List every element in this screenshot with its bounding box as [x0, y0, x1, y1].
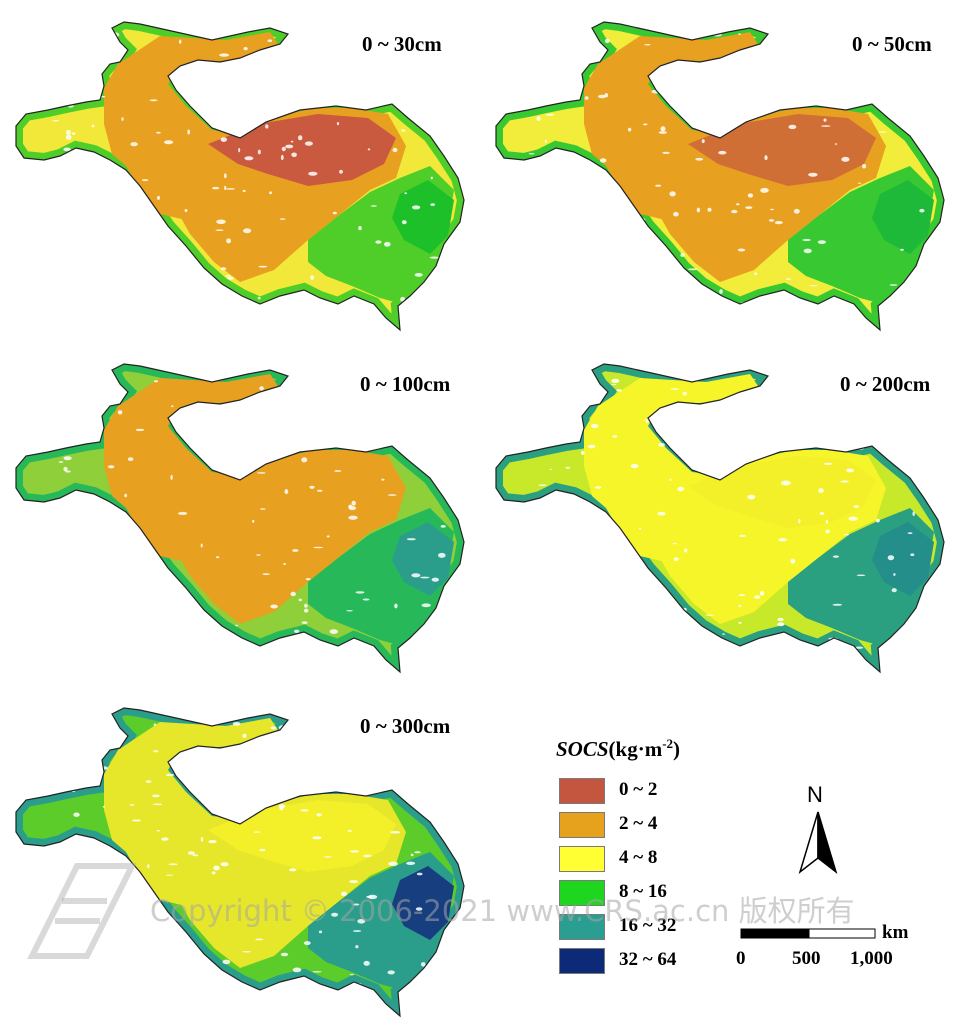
legend-item-label: 0 ~ 2 [619, 779, 658, 800]
legend: SOCS(kg·m-2) 0 ~ 2 2 ~ 4 4 ~ 8 8 ~ 16 16… [556, 736, 726, 974]
north-arrow: N [796, 782, 840, 878]
map-panel-0-30cm: 0 ~ 30cm [8, 14, 468, 338]
depth-label-0-200cm: 0 ~ 200cm [840, 372, 931, 396]
plateau-map-0-50cm [495, 21, 945, 332]
depth-label-0-50cm: 0 ~ 50cm [852, 32, 932, 56]
plateau-map-0-300cm [15, 707, 465, 1018]
north-arrow-icon [798, 811, 838, 875]
legend-title-unit: (kg·m [608, 737, 663, 761]
legend-item-label: 8 ~ 16 [619, 881, 667, 902]
legend-swatch [559, 778, 605, 804]
legend-swatch [559, 914, 605, 940]
crs-logo-watermark [27, 863, 137, 959]
legend-item-label: 32 ~ 64 [619, 949, 677, 970]
legend-title-variable: SOCS [556, 737, 609, 761]
north-letter: N [807, 782, 823, 807]
depth-label-0-300cm: 0 ~ 300cm [360, 714, 451, 738]
legend-swatch [559, 812, 605, 838]
plateau-map-0-100cm [15, 363, 465, 674]
legend-swatch [559, 846, 605, 872]
depth-label-0-30cm: 0 ~ 30cm [362, 32, 442, 56]
plateau-map-0-30cm [15, 21, 465, 332]
legend-item-label: 2 ~ 4 [619, 813, 658, 834]
scale-bar-graphic [740, 928, 876, 939]
scale-bar: km 0 500 1,000 [736, 922, 940, 974]
legend-swatch [559, 880, 605, 906]
map-panel-0-100cm: 0 ~ 100cm [8, 356, 468, 680]
copyright-watermark: Copyright © 2006-2021 www.CRS.ac.cn 版权所有 [150, 894, 855, 928]
legend-title: SOCS(kg·m-2) [556, 736, 726, 762]
map-panel-0-300cm: 0 ~ 300cm [8, 700, 468, 1024]
scale-tick-500: 500 [792, 948, 821, 969]
legend-swatch [559, 948, 605, 974]
plateau-map-0-200cm [495, 363, 945, 674]
legend-title-close: ) [673, 737, 681, 761]
map-panel-0-50cm: 0 ~ 50cm [488, 14, 948, 338]
map-panel-0-200cm: 0 ~ 200cm [488, 356, 948, 680]
legend-title-exponent: -2 [662, 736, 674, 751]
scale-tick-1000: 1,000 [850, 948, 893, 969]
depth-label-0-100cm: 0 ~ 100cm [360, 372, 451, 396]
scale-tick-0: 0 [736, 948, 746, 969]
legend-item-label: 4 ~ 8 [619, 847, 658, 868]
legend-item-label: 16 ~ 32 [619, 915, 677, 936]
scale-unit: km [882, 922, 909, 943]
